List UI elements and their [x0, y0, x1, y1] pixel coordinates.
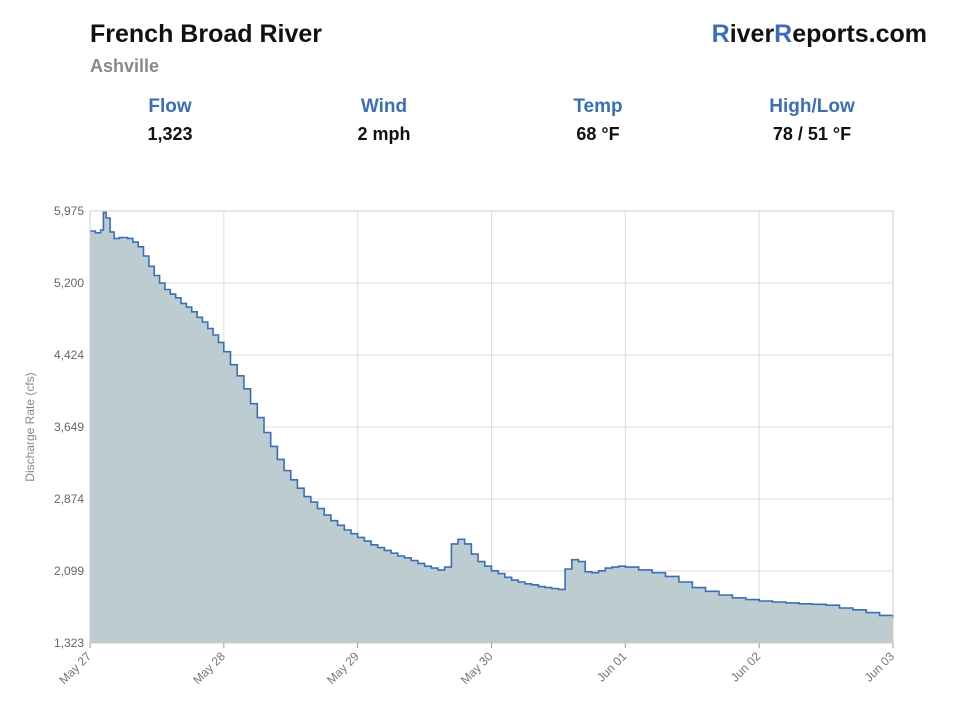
y-tick-label: 2,874: [54, 492, 84, 506]
x-tick-label: Jun 01: [594, 649, 630, 685]
y-axis-ticks: 1,323 2,099 2,874 3,649 4,424 5,200 5,975: [54, 204, 84, 650]
stat-wind: Wind 2 mph: [284, 96, 484, 145]
y-tick-label: 1,323: [54, 636, 84, 650]
stat-temp: Temp 68 °F: [498, 96, 698, 145]
stat-flow-value: 1,323: [147, 124, 193, 144]
x-tick-label: May 29: [324, 649, 362, 687]
y-tick-label: 4,424: [54, 348, 84, 362]
stat-high-low: High/Low 78 / 51 °F: [712, 96, 912, 145]
brand-text-eports: eports.com: [792, 20, 927, 48]
y-axis-label: Discharge Rate (cfs): [23, 372, 37, 481]
y-tick-label: 5,975: [54, 204, 84, 218]
y-tick-label: 3,649: [54, 420, 84, 434]
brand-letter-r1: R: [711, 20, 730, 48]
location-name: Ashville: [90, 56, 160, 76]
x-tick-label: May 30: [458, 649, 496, 687]
discharge-line: [90, 211, 894, 619]
river-name: French Broad River: [90, 20, 323, 48]
x-axis-ticks: May 27 May 28 May 29 May 30 Jun 01 Jun 02 Jun …: [56, 643, 897, 687]
stat-wind-value: 2 mph: [357, 124, 411, 144]
stat-flow: Flow 1,323: [70, 96, 270, 145]
stat-temp-value: 68 °F: [576, 124, 620, 144]
brand-letter-r2: R: [774, 20, 793, 48]
stat-high-low-value: 78 / 51 °F: [772, 124, 852, 144]
brand-logo[interactable]: RiverReports.com: [712, 20, 927, 49]
x-tick-label: Jun 02: [728, 649, 764, 685]
header: French Broad River Ashville RiverReports…: [0, 0, 960, 180]
x-tick-label: Jun 03: [862, 649, 898, 685]
brand-text-river: iver: [729, 20, 775, 48]
y-tick-label: 5,200: [54, 276, 84, 290]
discharge-area: [90, 212, 893, 643]
y-tick-label: 2,099: [54, 564, 84, 578]
stat-wind-label: Wind: [360, 96, 408, 117]
stat-flow-label: Flow: [148, 96, 192, 117]
x-tick-label: May 28: [190, 649, 228, 687]
stat-high-low-label: High/Low: [769, 96, 855, 117]
x-tick-label: May 27: [56, 649, 94, 687]
stat-temp-label: Temp: [573, 96, 623, 117]
